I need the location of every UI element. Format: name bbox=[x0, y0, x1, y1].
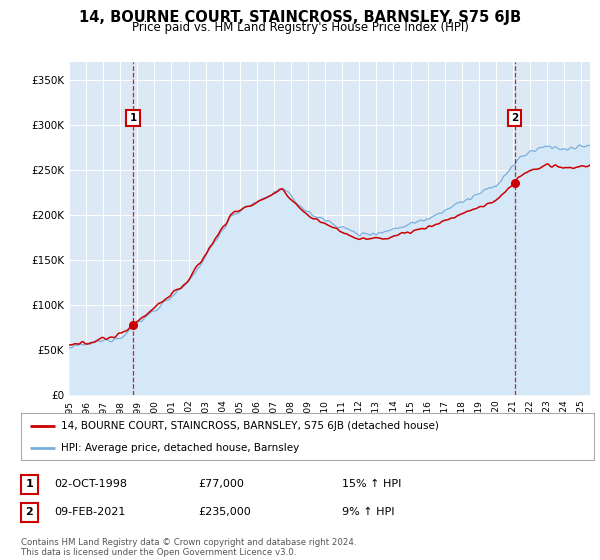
Text: 2: 2 bbox=[26, 507, 33, 517]
Text: 14, BOURNE COURT, STAINCROSS, BARNSLEY, S75 6JB: 14, BOURNE COURT, STAINCROSS, BARNSLEY, … bbox=[79, 10, 521, 25]
Text: Contains HM Land Registry data © Crown copyright and database right 2024.
This d: Contains HM Land Registry data © Crown c… bbox=[21, 538, 356, 557]
Text: 09-FEB-2021: 09-FEB-2021 bbox=[54, 507, 125, 517]
Text: £235,000: £235,000 bbox=[198, 507, 251, 517]
Text: 2: 2 bbox=[511, 113, 518, 123]
Text: 15% ↑ HPI: 15% ↑ HPI bbox=[342, 479, 401, 489]
Text: £77,000: £77,000 bbox=[198, 479, 244, 489]
Text: HPI: Average price, detached house, Barnsley: HPI: Average price, detached house, Barn… bbox=[61, 444, 299, 454]
Text: 9% ↑ HPI: 9% ↑ HPI bbox=[342, 507, 395, 517]
Text: 1: 1 bbox=[26, 479, 33, 489]
Text: 14, BOURNE COURT, STAINCROSS, BARNSLEY, S75 6JB (detached house): 14, BOURNE COURT, STAINCROSS, BARNSLEY, … bbox=[61, 421, 439, 431]
Text: 1: 1 bbox=[130, 113, 137, 123]
Text: Price paid vs. HM Land Registry's House Price Index (HPI): Price paid vs. HM Land Registry's House … bbox=[131, 21, 469, 34]
Text: 02-OCT-1998: 02-OCT-1998 bbox=[54, 479, 127, 489]
